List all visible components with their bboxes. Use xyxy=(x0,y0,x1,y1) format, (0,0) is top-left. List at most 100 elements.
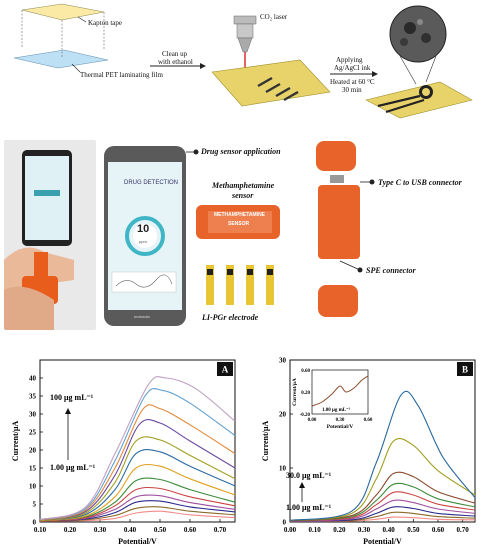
x-axis-title: Potential/V xyxy=(363,537,402,546)
sensor-graphics xyxy=(186,141,375,317)
inset-y-tick: -0.20 xyxy=(300,413,311,418)
series-line-B-2 xyxy=(289,506,476,523)
typec-label: Type C to USB connector xyxy=(378,178,462,187)
series-line-B-1 xyxy=(289,511,476,523)
screen-unit: ppm xyxy=(139,239,147,244)
x-axis-title: Potential/V xyxy=(118,537,157,546)
x-tick-label: 0.10 xyxy=(309,526,322,534)
y-axis-title: Current/μA xyxy=(11,421,20,462)
y-tick-label: 40 xyxy=(29,375,37,383)
x-tick-label: 0.10 xyxy=(34,526,47,534)
series-line-A-5 xyxy=(39,477,236,522)
x-tick-label: 0.60 xyxy=(432,526,445,534)
x-tick-label: 0.50 xyxy=(407,526,420,534)
panel-letter: B xyxy=(462,365,468,375)
apply-label-2: Ag/AgCl ink xyxy=(334,64,371,72)
x-tick-label: 0.30 xyxy=(94,526,107,534)
pet-label: Thermal PET laminating film xyxy=(80,71,163,79)
inset-annotation: 1.00 μg mL⁻¹ xyxy=(322,407,351,413)
screen-title: DRUG DETECTION xyxy=(124,180,178,186)
panel-badge-A xyxy=(217,362,233,376)
series-line-B-4 xyxy=(289,491,476,522)
y-tick-label: 15 xyxy=(29,465,37,473)
laser-label: CO₂ laser xyxy=(260,13,288,21)
sensor-label-2: sensor xyxy=(232,191,254,200)
annotation-high: 30.0 μg mL⁻¹ xyxy=(286,471,332,480)
series-line-A-7 xyxy=(39,449,236,521)
apply-label-1: Applying xyxy=(336,56,363,64)
cleanup-label-2: with ethanol xyxy=(158,58,193,66)
x-tick-label: 0.00 xyxy=(284,526,297,534)
series-line-A-9 xyxy=(39,419,236,521)
y-tick-label: 10 xyxy=(279,465,287,473)
series-line-A-3 xyxy=(39,494,236,522)
series-line-B-7 xyxy=(289,438,476,521)
y-tick-label: 30 xyxy=(29,411,37,419)
inset-series-line xyxy=(311,375,369,407)
series-line-A-1 xyxy=(39,506,236,522)
y-tick-label: 0 xyxy=(33,519,37,527)
brand-text: motorola xyxy=(134,314,150,319)
electrode-label: LI-PGr electrode xyxy=(202,313,259,322)
panel-letter: A xyxy=(222,365,229,375)
panel-badge-B xyxy=(457,362,473,376)
inset-x-title: Potential/V xyxy=(327,424,354,430)
x-tick-label: 0.40 xyxy=(124,526,137,534)
sensor-text-1: METHAMPHETAMINE xyxy=(214,212,266,218)
kapton-pet-sheets xyxy=(13,3,473,119)
x-tick-label: 0.40 xyxy=(383,526,396,534)
inset-x-tick: 0.00 xyxy=(308,418,317,423)
annotation-low: 1.00 μg mL⁻¹ xyxy=(50,463,96,472)
x-tick-label: 0.20 xyxy=(333,526,346,534)
annotation-high: 100 μg mL⁻¹ xyxy=(50,393,94,402)
y-tick-label: 5 xyxy=(33,501,37,509)
x-tick-label: 0.70 xyxy=(457,526,470,534)
annotation-low: 1.00 μg mL⁻¹ xyxy=(286,503,332,512)
series-line-A-11 xyxy=(39,387,236,521)
y-tick-label: 10 xyxy=(29,483,37,491)
screen-value: 10 xyxy=(137,223,150,235)
series-line-B-3 xyxy=(289,499,476,523)
y-tick-label: 30 xyxy=(279,357,287,365)
inset-x-tick: 0.30 xyxy=(336,418,345,423)
trend-arrow-head xyxy=(65,408,71,414)
inset-y-title: Current/μA xyxy=(292,378,298,406)
series-line-A-6 xyxy=(39,463,236,522)
sensor-text-2: SENSOR xyxy=(228,221,250,227)
series-line-A-10 xyxy=(39,404,236,521)
phone-app-photo: DRUG DETECTION 10 ppm motorola xyxy=(102,140,190,330)
x-tick-label: 0.20 xyxy=(64,526,77,534)
y-tick-label: 20 xyxy=(279,411,287,419)
sensor-label-1: Methamphetamine xyxy=(212,181,275,190)
series-line-A-0 xyxy=(39,510,236,522)
inset-x-tick: 0.60 xyxy=(364,418,373,423)
electrode-strips xyxy=(206,265,274,305)
cleanup-label-1: Clean up xyxy=(162,50,188,58)
app-label: Drug sensor application xyxy=(201,147,281,156)
series-line-B-6 xyxy=(289,471,476,522)
spe-label: SPE connector xyxy=(366,266,416,275)
y-axis-title: Current/μA xyxy=(261,421,270,462)
inset-y-tick: 0.20 xyxy=(301,391,310,396)
chart-frame-A xyxy=(39,359,236,523)
series-line-A-12 xyxy=(39,376,236,521)
series-line-B-8 xyxy=(289,390,476,521)
x-tick-label: 0.30 xyxy=(358,526,371,534)
trend-arrow-head xyxy=(299,482,305,488)
series-line-A-8 xyxy=(39,436,236,521)
y-tick-label: 0 xyxy=(283,519,287,527)
inset-frame xyxy=(311,369,369,415)
hand-phone-photo xyxy=(4,140,96,330)
heat-label-2: 30 min xyxy=(342,86,362,94)
y-tick-label: 25 xyxy=(29,429,37,437)
kapton-label: Kapton tape xyxy=(88,19,123,27)
heat-label-1: Heated at 60 °C xyxy=(330,78,375,86)
x-tick-label: 0.60 xyxy=(184,526,197,534)
series-line-B-5 xyxy=(289,482,476,522)
x-tick-label: 0.70 xyxy=(214,526,227,534)
y-tick-label: 35 xyxy=(29,393,37,401)
inset-y-tick: 0.60 xyxy=(301,369,310,374)
y-tick-label: 20 xyxy=(29,447,37,455)
x-tick-label: 0.50 xyxy=(154,526,167,534)
series-line-A-2 xyxy=(39,500,236,522)
